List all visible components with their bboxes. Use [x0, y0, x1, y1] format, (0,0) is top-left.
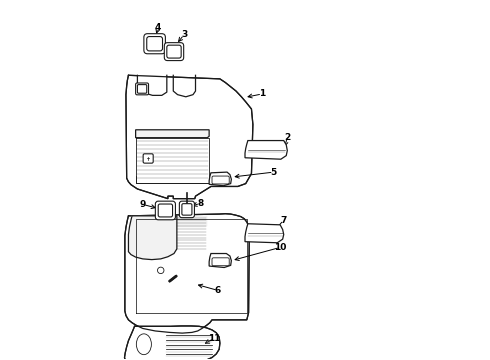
FancyBboxPatch shape: [143, 154, 153, 163]
Polygon shape: [245, 224, 284, 243]
Polygon shape: [245, 140, 287, 159]
Text: 9: 9: [140, 200, 146, 209]
FancyBboxPatch shape: [179, 201, 195, 218]
Text: 1: 1: [259, 89, 266, 98]
FancyBboxPatch shape: [167, 45, 181, 58]
Polygon shape: [131, 216, 207, 227]
FancyBboxPatch shape: [155, 201, 175, 220]
FancyBboxPatch shape: [182, 204, 192, 215]
Polygon shape: [128, 216, 177, 260]
Text: 5: 5: [270, 168, 277, 177]
Text: 4: 4: [155, 23, 161, 32]
Ellipse shape: [136, 334, 151, 355]
Polygon shape: [125, 214, 249, 333]
Polygon shape: [126, 75, 253, 199]
Polygon shape: [209, 253, 231, 267]
FancyBboxPatch shape: [147, 37, 163, 51]
Polygon shape: [136, 130, 209, 138]
FancyBboxPatch shape: [212, 258, 229, 266]
Text: 6: 6: [215, 286, 221, 295]
FancyBboxPatch shape: [212, 176, 229, 184]
Text: 11: 11: [208, 334, 221, 343]
Text: 8: 8: [197, 199, 203, 208]
FancyBboxPatch shape: [136, 83, 148, 95]
Polygon shape: [128, 75, 167, 95]
FancyBboxPatch shape: [158, 204, 172, 217]
Polygon shape: [209, 172, 231, 186]
Text: 10: 10: [274, 243, 286, 252]
Text: 2: 2: [284, 133, 291, 142]
FancyBboxPatch shape: [137, 85, 147, 93]
Polygon shape: [124, 326, 220, 360]
Text: 7: 7: [281, 216, 287, 225]
FancyBboxPatch shape: [164, 42, 184, 60]
Ellipse shape: [157, 267, 164, 274]
Text: 3: 3: [181, 30, 187, 39]
FancyBboxPatch shape: [144, 34, 166, 54]
